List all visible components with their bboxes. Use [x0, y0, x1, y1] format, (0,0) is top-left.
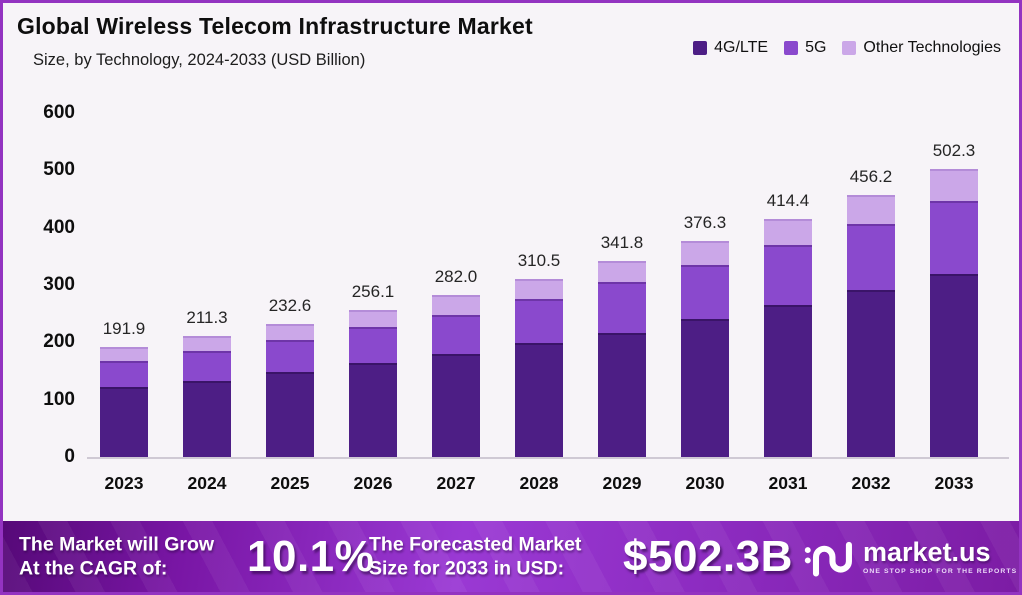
x-axis-year-label-2028: 2028: [519, 473, 559, 493]
bar-segment-other-technologies-2026: [349, 310, 397, 327]
legend-swatch-5g-icon: [784, 41, 799, 55]
legend-label: 5G: [805, 39, 827, 56]
bar-segment-5g-2032: [847, 224, 895, 291]
bar-segment-4g-lte-2025: [266, 371, 314, 457]
bar-segment-5g-2027: [432, 314, 480, 354]
x-axis-year-label-2031: 2031: [768, 473, 808, 493]
marketus-logo-mark-icon: [804, 541, 852, 576]
page-subtitle: Size, by Technology, 2024-2033 (USD Bill…: [33, 51, 366, 69]
legend-item-other-technologies: Other Technologies: [842, 39, 1001, 57]
bar-total-label-2026: 256.1: [351, 282, 395, 302]
bar-segment-4g-lte-2033: [930, 273, 978, 457]
bar-segment-other-technologies-2023: [100, 346, 148, 362]
bar-segment-5g-2024: [183, 350, 231, 381]
marketus-logo-text: market.us: [863, 536, 991, 567]
legend-swatch-other-technologies-icon: [842, 41, 857, 55]
legend-swatch-4g-lte-icon: [693, 41, 708, 55]
x-axis-year-label-2029: 2029: [602, 473, 642, 493]
banner-forecast-text: The Forecasted Market Size for 2033 in U…: [369, 532, 581, 581]
bar-segment-5g-2028: [515, 299, 563, 344]
bar-segment-5g-2023: [100, 361, 148, 388]
bar-segment-other-technologies-2030: [681, 241, 729, 265]
legend-item-4g-lte: 4G/LTE: [693, 39, 768, 57]
x-axis-year-label-2026: 2026: [353, 473, 393, 493]
x-axis-year-label-2024: 2024: [187, 473, 227, 493]
bar-segment-5g-2033: [930, 200, 978, 274]
bar-segment-4g-lte-2031: [764, 305, 812, 457]
legend-label: Other Technologies: [863, 39, 1001, 56]
bar-segment-5g-2030: [681, 264, 729, 320]
bar-segment-5g-2026: [349, 326, 397, 364]
bar-segment-other-technologies-2031: [764, 219, 812, 246]
bar-segment-other-technologies-2027: [432, 295, 480, 315]
bar-total-label-2023: 191.9: [102, 318, 146, 338]
chart-legend: 4G/LTE 5G Other Technologies: [693, 39, 1001, 57]
bar-total-label-2032: 456.2: [849, 167, 893, 187]
banner-forecast-value: $502.3B: [623, 531, 793, 581]
x-axis-year-label-2032: 2032: [851, 473, 891, 493]
x-axis-year-label-2023: 2023: [104, 473, 144, 493]
bar-segment-4g-lte-2027: [432, 353, 480, 457]
bar-segment-other-technologies-2025: [266, 323, 314, 341]
banner-forecast-text-line1: The Forecasted Market: [369, 533, 582, 556]
bar-segment-4g-lte-2032: [847, 290, 895, 457]
banner-cagr-text-line1: The Market will Grow: [19, 533, 215, 556]
bar-total-label-2028: 310.5: [517, 250, 561, 270]
x-axis-line: [87, 457, 1009, 459]
banner-cagr-text: The Market will Grow At the CAGR of:: [19, 532, 214, 581]
x-axis-year-label-2025: 2025: [270, 473, 310, 493]
bar-total-label-2029: 341.8: [600, 233, 644, 253]
legend-label: 4G/LTE: [714, 39, 769, 56]
legend-item-5g: 5G: [784, 39, 826, 57]
y-axis-tick-label: 400: [43, 216, 75, 238]
bar-segment-4g-lte-2028: [515, 343, 563, 457]
bar-segment-5g-2025: [266, 340, 314, 372]
bar-segment-5g-2031: [764, 245, 812, 306]
bar-total-label-2033: 502.3: [932, 141, 976, 160]
x-axis-year-label-2027: 2027: [436, 473, 476, 493]
bar-total-label-2027: 282.0: [434, 267, 478, 287]
bar-segment-other-technologies-2024: [183, 335, 231, 351]
y-axis-tick-label: 100: [43, 388, 75, 410]
y-axis-tick-label: 200: [43, 331, 75, 353]
bar-total-label-2030: 376.3: [683, 213, 727, 233]
bar-total-label-2024: 211.3: [186, 307, 228, 327]
y-axis-tick-label: 0: [64, 446, 75, 467]
bar-segment-4g-lte-2023: [100, 387, 148, 457]
y-axis-tick-label: 500: [43, 159, 75, 181]
banner-cagr-value: 10.1%: [247, 531, 375, 581]
bar-segment-4g-lte-2029: [598, 332, 646, 457]
bar-total-label-2031: 414.4: [766, 191, 810, 211]
bar-segment-4g-lte-2026: [349, 363, 397, 457]
x-axis-year-label-2030: 2030: [685, 473, 725, 493]
bar-total-label-2025: 232.6: [268, 295, 312, 315]
bar-segment-4g-lte-2030: [681, 319, 729, 457]
x-axis-year-label-2033: 2033: [934, 473, 974, 493]
banner-cagr-text-line2: At the CAGR of:: [19, 557, 168, 580]
page-title: Global Wireless Telecom Infrastructure M…: [17, 13, 533, 39]
banner-forecast-text-line2: Size for 2033 in USD:: [369, 557, 565, 580]
bar-segment-other-technologies-2033: [930, 169, 978, 201]
bar-segment-5g-2029: [598, 281, 646, 333]
y-axis-tick-label: 300: [43, 274, 75, 295]
bar-segment-other-technologies-2032: [847, 195, 895, 225]
bar-segment-4g-lte-2024: [183, 380, 231, 457]
marketus-logo-tagline: ONE STOP SHOP FOR THE REPORTS: [863, 567, 1018, 575]
stacked-bar-chart: 0 100 200 300 400 500 600 191.9 2023 211.3 2024 232…: [3, 3, 1019, 592]
bottom-banner: The Market will Grow At the CAGR of: 10.…: [3, 521, 1019, 592]
y-axis-tick-label: 600: [43, 102, 75, 123]
bar-segment-other-technologies-2029: [598, 261, 646, 282]
bar-segment-other-technologies-2028: [515, 278, 563, 300]
marketus-logo: market.us ONE STOP SHOP FOR THE REPORTS: [803, 535, 1017, 579]
